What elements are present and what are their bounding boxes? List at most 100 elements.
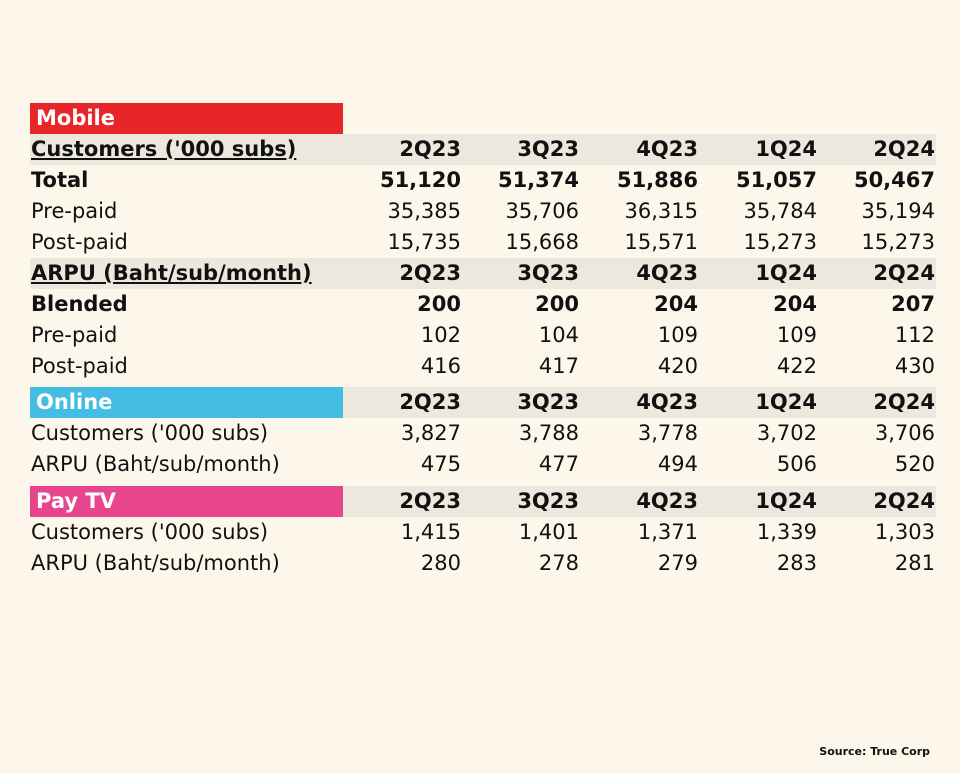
row-band bbox=[343, 387, 936, 418]
quarter-header: 4Q23 bbox=[636, 261, 698, 285]
paytv-section-header: Pay TV 2Q23 3Q23 4Q23 1Q24 2Q24 bbox=[0, 486, 960, 517]
mobile-badge: Mobile bbox=[30, 103, 343, 134]
row-label: Total bbox=[31, 168, 89, 192]
table-cell: 51,120 bbox=[379, 168, 461, 192]
table-cell: 281 bbox=[894, 551, 935, 575]
quarter-header: 1Q24 bbox=[755, 261, 817, 285]
mobile-arpu-header-row: ARPU (Baht/sub/month) 2Q23 3Q23 4Q23 1Q2… bbox=[0, 258, 960, 289]
table-cell: 200 bbox=[535, 292, 579, 316]
table-cell: 112 bbox=[894, 323, 935, 347]
quarter-header: 1Q24 bbox=[755, 489, 817, 513]
quarter-header: 2Q24 bbox=[873, 489, 935, 513]
paytv-badge: Pay TV bbox=[30, 486, 343, 517]
table-cell: 35,385 bbox=[387, 199, 461, 223]
table-cell: 3,706 bbox=[874, 421, 935, 445]
table-cell: 35,784 bbox=[743, 199, 817, 223]
table-cell: 417 bbox=[538, 354, 579, 378]
table-cell: 520 bbox=[894, 452, 935, 476]
table-cell: 1,339 bbox=[756, 520, 817, 544]
online-badge: Online bbox=[30, 387, 343, 418]
row-band bbox=[30, 134, 936, 165]
customers-header-label: Customers ('000 subs) bbox=[31, 137, 297, 161]
row-label: Pre-paid bbox=[31, 199, 118, 223]
table-cell: 279 bbox=[657, 551, 698, 575]
table-cell: 15,735 bbox=[387, 230, 461, 254]
quarter-header: 2Q24 bbox=[873, 390, 935, 414]
table-cell: 283 bbox=[776, 551, 817, 575]
row-label: ARPU (Baht/sub/month) bbox=[31, 551, 280, 575]
table-cell: 15,273 bbox=[861, 230, 935, 254]
table-cell: 3,702 bbox=[756, 421, 817, 445]
table-cell: 51,886 bbox=[616, 168, 698, 192]
online-section-header: Online 2Q23 3Q23 4Q23 1Q24 2Q24 bbox=[0, 387, 960, 418]
table-row: ARPU (Baht/sub/month) 280 278 279 283 28… bbox=[0, 548, 960, 579]
table-cell: 104 bbox=[538, 323, 579, 347]
table-cell: 416 bbox=[420, 354, 461, 378]
table-cell: 422 bbox=[776, 354, 817, 378]
table-cell: 207 bbox=[891, 292, 935, 316]
quarter-header: 1Q24 bbox=[755, 390, 817, 414]
quarter-header: 3Q23 bbox=[517, 137, 579, 161]
table-cell: 109 bbox=[657, 323, 698, 347]
table-cell: 50,467 bbox=[853, 168, 935, 192]
arpu-header-label: ARPU (Baht/sub/month) bbox=[31, 261, 312, 285]
table-row: Total 51,120 51,374 51,886 51,057 50,467 bbox=[0, 165, 960, 196]
table-row: Post-paid 15,735 15,668 15,571 15,273 15… bbox=[0, 227, 960, 258]
quarter-header: 2Q23 bbox=[399, 261, 461, 285]
row-label: ARPU (Baht/sub/month) bbox=[31, 452, 280, 476]
quarter-header: 2Q23 bbox=[399, 137, 461, 161]
table-cell: 15,571 bbox=[624, 230, 698, 254]
row-label: Post-paid bbox=[31, 354, 128, 378]
table-cell: 420 bbox=[657, 354, 698, 378]
table-cell: 102 bbox=[420, 323, 461, 347]
table-row: Customers ('000 subs) 1,415 1,401 1,371 … bbox=[0, 517, 960, 548]
table-cell: 430 bbox=[894, 354, 935, 378]
table-row: Pre-paid 102 104 109 109 112 bbox=[0, 320, 960, 351]
table-cell: 3,788 bbox=[518, 421, 579, 445]
mobile-section-header: Mobile bbox=[0, 103, 960, 134]
table-cell: 3,827 bbox=[400, 421, 461, 445]
quarter-header: 2Q23 bbox=[399, 489, 461, 513]
quarter-header: 4Q23 bbox=[636, 489, 698, 513]
table-cell: 494 bbox=[657, 452, 698, 476]
table-cell: 109 bbox=[776, 323, 817, 347]
table-cell: 475 bbox=[420, 452, 461, 476]
row-label: Blended bbox=[31, 292, 128, 316]
row-band bbox=[343, 486, 936, 517]
table-cell: 36,315 bbox=[624, 199, 698, 223]
quarter-header: 4Q23 bbox=[636, 390, 698, 414]
table-row: Blended 200 200 204 204 207 bbox=[0, 289, 960, 320]
table-cell: 51,374 bbox=[497, 168, 579, 192]
table-row: Customers ('000 subs) 3,827 3,788 3,778 … bbox=[0, 418, 960, 449]
table-cell: 477 bbox=[538, 452, 579, 476]
table-cell: 3,778 bbox=[637, 421, 698, 445]
quarter-header: 3Q23 bbox=[517, 489, 579, 513]
table-cell: 1,401 bbox=[518, 520, 579, 544]
table-cell: 204 bbox=[654, 292, 698, 316]
table-cell: 51,057 bbox=[735, 168, 817, 192]
quarter-header: 1Q24 bbox=[755, 137, 817, 161]
quarter-header: 3Q23 bbox=[517, 390, 579, 414]
row-label: Customers ('000 subs) bbox=[31, 421, 269, 445]
row-label: Post-paid bbox=[31, 230, 128, 254]
table-row: Pre-paid 35,385 35,706 36,315 35,784 35,… bbox=[0, 196, 960, 227]
mobile-customers-header-row: Customers ('000 subs) 2Q23 3Q23 4Q23 1Q2… bbox=[0, 134, 960, 165]
table-cell: 278 bbox=[538, 551, 579, 575]
table-cell: 15,273 bbox=[743, 230, 817, 254]
source-note: Source: True Corp bbox=[819, 745, 930, 758]
quarter-header: 4Q23 bbox=[636, 137, 698, 161]
table-cell: 35,706 bbox=[505, 199, 579, 223]
table-cell: 200 bbox=[417, 292, 461, 316]
quarter-header: 2Q24 bbox=[873, 137, 935, 161]
table-cell: 506 bbox=[776, 452, 817, 476]
table-cell: 280 bbox=[420, 551, 461, 575]
table-cell: 1,371 bbox=[637, 520, 698, 544]
row-band bbox=[30, 258, 936, 289]
table-cell: 15,668 bbox=[505, 230, 579, 254]
table-cell: 1,303 bbox=[874, 520, 935, 544]
table-cell: 204 bbox=[773, 292, 817, 316]
table-cell: 1,415 bbox=[400, 520, 461, 544]
quarter-header: 2Q23 bbox=[399, 390, 461, 414]
table-row: ARPU (Baht/sub/month) 475 477 494 506 52… bbox=[0, 449, 960, 480]
quarter-header: 3Q23 bbox=[517, 261, 579, 285]
